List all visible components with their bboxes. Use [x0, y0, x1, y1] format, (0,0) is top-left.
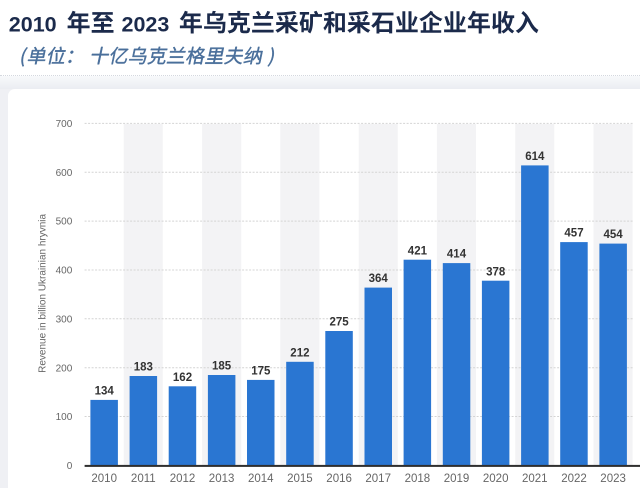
svg-text:2012: 2012 [170, 473, 196, 485]
svg-text:0: 0 [67, 461, 73, 472]
svg-text:600: 600 [56, 168, 73, 179]
svg-text:2010: 2010 [91, 473, 117, 485]
svg-text:2016: 2016 [326, 473, 352, 485]
svg-text:134: 134 [95, 386, 115, 398]
svg-text:400: 400 [56, 266, 73, 277]
svg-text:300: 300 [56, 314, 73, 325]
svg-text:2019: 2019 [444, 473, 470, 485]
svg-text:2010: 2010 [9, 12, 57, 36]
svg-text:378: 378 [486, 266, 506, 278]
svg-text:162: 162 [173, 372, 192, 384]
svg-text:457: 457 [564, 228, 583, 240]
svg-text:700: 700 [56, 119, 73, 130]
svg-text:2022: 2022 [561, 473, 587, 485]
svg-text:Revenue in billion Ukrainian h: Revenue in billion Ukrainian hryvnia [38, 213, 49, 372]
svg-text:2013: 2013 [209, 473, 235, 485]
svg-text:414: 414 [447, 249, 467, 261]
svg-text:614: 614 [525, 151, 545, 163]
svg-text:275: 275 [330, 317, 350, 329]
svg-text:2011: 2011 [131, 473, 156, 485]
svg-text:454: 454 [604, 229, 624, 241]
svg-text:2015: 2015 [287, 473, 313, 485]
svg-text:200: 200 [56, 363, 73, 374]
svg-text:212: 212 [290, 347, 309, 359]
svg-text:2020: 2020 [483, 473, 509, 485]
svg-text:175: 175 [251, 366, 271, 378]
svg-text:185: 185 [212, 361, 232, 373]
svg-text:2017: 2017 [365, 473, 391, 485]
svg-text:2021: 2021 [522, 473, 548, 485]
svg-text:364: 364 [369, 273, 389, 285]
svg-text:2014: 2014 [248, 473, 274, 485]
svg-text:2023: 2023 [122, 12, 170, 36]
svg-text:421: 421 [408, 245, 428, 257]
svg-text:2023: 2023 [600, 473, 626, 485]
svg-text:2018: 2018 [405, 473, 431, 485]
svg-text:100: 100 [56, 412, 73, 423]
svg-text:183: 183 [134, 362, 153, 374]
svg-text:500: 500 [56, 217, 73, 228]
